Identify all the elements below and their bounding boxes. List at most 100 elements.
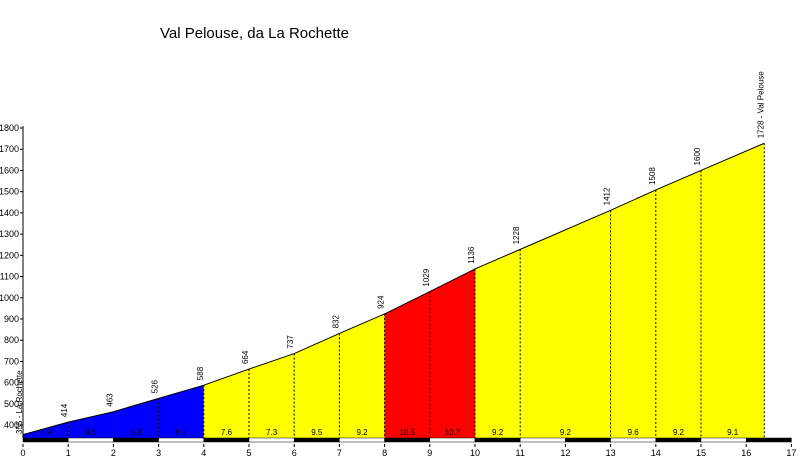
y-tick-label: 1200 [0,250,19,260]
y-tick-label: 800 [4,335,19,345]
elevation-label: 588 [196,366,205,380]
profile-outline [22,142,765,436]
x-tick-label: 13 [606,448,616,458]
y-tick-label: 1300 [0,229,19,239]
gradient-segment [339,313,385,438]
km-bar-cell [293,437,340,443]
elevation-label: 924 [377,295,386,309]
elevation-label: 463 [105,393,114,407]
gradient-label: 9.2 [356,428,368,437]
y-tick-label: 500 [4,399,19,409]
elevation-label: 1029 [422,268,431,286]
elevation-label: 1412 [603,187,612,205]
y-tick-label: 1000 [0,293,19,303]
gradient-segment [655,170,701,438]
gradient-label: 9.5 [311,428,323,437]
km-bar-cell [700,437,747,443]
km-bar-cell [248,437,295,443]
gradient-label: 9.2 [560,428,572,437]
gradient-labels: 5.9 4.9 6.3 6.2 7.6 7.3 9.5 9.2 10.5 10.7 9.2 9.2 9.… [40,428,739,437]
x-tick-label: 1 [66,448,71,458]
x-tick-label: 4 [201,448,206,458]
gradient-segment [429,268,475,438]
x-tick-label: 14 [651,448,661,458]
elevation-label: 737 [286,335,295,349]
km-bar-cell [655,437,702,443]
km-bar-cell [565,437,611,443]
y-tick-label: 1100 [0,272,19,282]
km-bar-cell [610,437,657,443]
x-tick-label: 8 [382,448,387,458]
x-tick-label: 5 [246,448,251,458]
gradient-segment [249,353,295,438]
elevation-label: 1508 [648,167,657,185]
gradient-label: 10.5 [399,428,415,437]
x-tick-label: 15 [696,448,706,458]
km-bar-cell [474,437,521,443]
x-tick-label: 17 [786,448,796,458]
km-bar-cell [519,437,566,443]
gradient-label: 9.6 [628,428,640,437]
gradient-segment [113,398,159,438]
gradient-label: 9.1 [727,428,739,437]
x-tick-label: 16 [741,448,751,458]
elevation-label: 526 [151,379,160,393]
km-dividers [67,143,765,438]
gradient-segment [294,333,340,438]
x-tick-label: 7 [337,448,342,458]
gradient-label: 6.3 [130,428,142,437]
gradient-label: 9.2 [673,428,685,437]
x-tick-label: 11 [516,448,525,458]
gradient-segment [520,210,611,438]
elevation-label: 832 [331,315,340,329]
x-tick-label: 2 [111,448,116,458]
elevation-label: 414 [60,403,69,417]
km-bar-cell [429,437,476,443]
x-tick-label: 12 [560,448,570,458]
y-tick-label: 900 [4,314,19,324]
km-bar-cell [745,437,792,443]
gradient-segment [68,411,114,438]
gradient-segment [475,249,521,438]
km-bar-cell [67,437,114,443]
x-tick-label: 9 [427,448,432,458]
elevation-label: 355 - La Rochette [15,370,24,434]
y-tick-label: 1500 [0,187,19,197]
gradient-fills [23,143,765,439]
gradient-segment [23,422,69,438]
x-tick-label: 10 [470,448,480,458]
gradient-label: 4.9 [85,428,97,437]
gradient-label: 7.6 [221,428,233,437]
gradient-label: 5.9 [40,428,52,437]
gradient-segment [701,143,765,439]
y-tick-label: 1400 [0,208,19,218]
gradient-segment [158,385,204,438]
chart-title: Val Pelouse, da La Rochette [160,25,349,42]
elevation-label: 664 [241,350,250,364]
elevation-label: 1728 - Val Pelouse [756,71,765,139]
axes: 4005006007008009001000110012001300140015… [0,123,796,458]
y-tick-label: 1800 [0,123,19,133]
elevation-label: 1228 [512,226,521,244]
y-tick-label: 1700 [0,144,19,154]
km-bar-cell [113,437,159,443]
km-bar-cell [22,437,69,443]
km-bar-cell [384,437,431,443]
gradient-label: 7.3 [266,428,278,437]
x-tick-label: 6 [292,448,297,458]
y-tick-label: 700 [4,356,19,366]
gradient-label: 10.7 [445,428,461,437]
elevation-labels: 355 - La Rochette 414 463 526 588 664 737 832 92… [15,71,765,434]
x-tick-label: 3 [156,448,161,458]
gradient-segment [384,291,430,438]
y-tick-label: 600 [4,378,19,388]
y-tick-label: 1600 [0,165,19,175]
km-bar [22,437,792,443]
km-bar-cell [203,437,250,443]
elevation-label: 1600 [693,147,702,165]
km-bar-cell [339,437,385,443]
gradient-segment [203,369,249,438]
elevation-label: 1136 [467,246,476,264]
km-bar-cell [158,437,205,443]
